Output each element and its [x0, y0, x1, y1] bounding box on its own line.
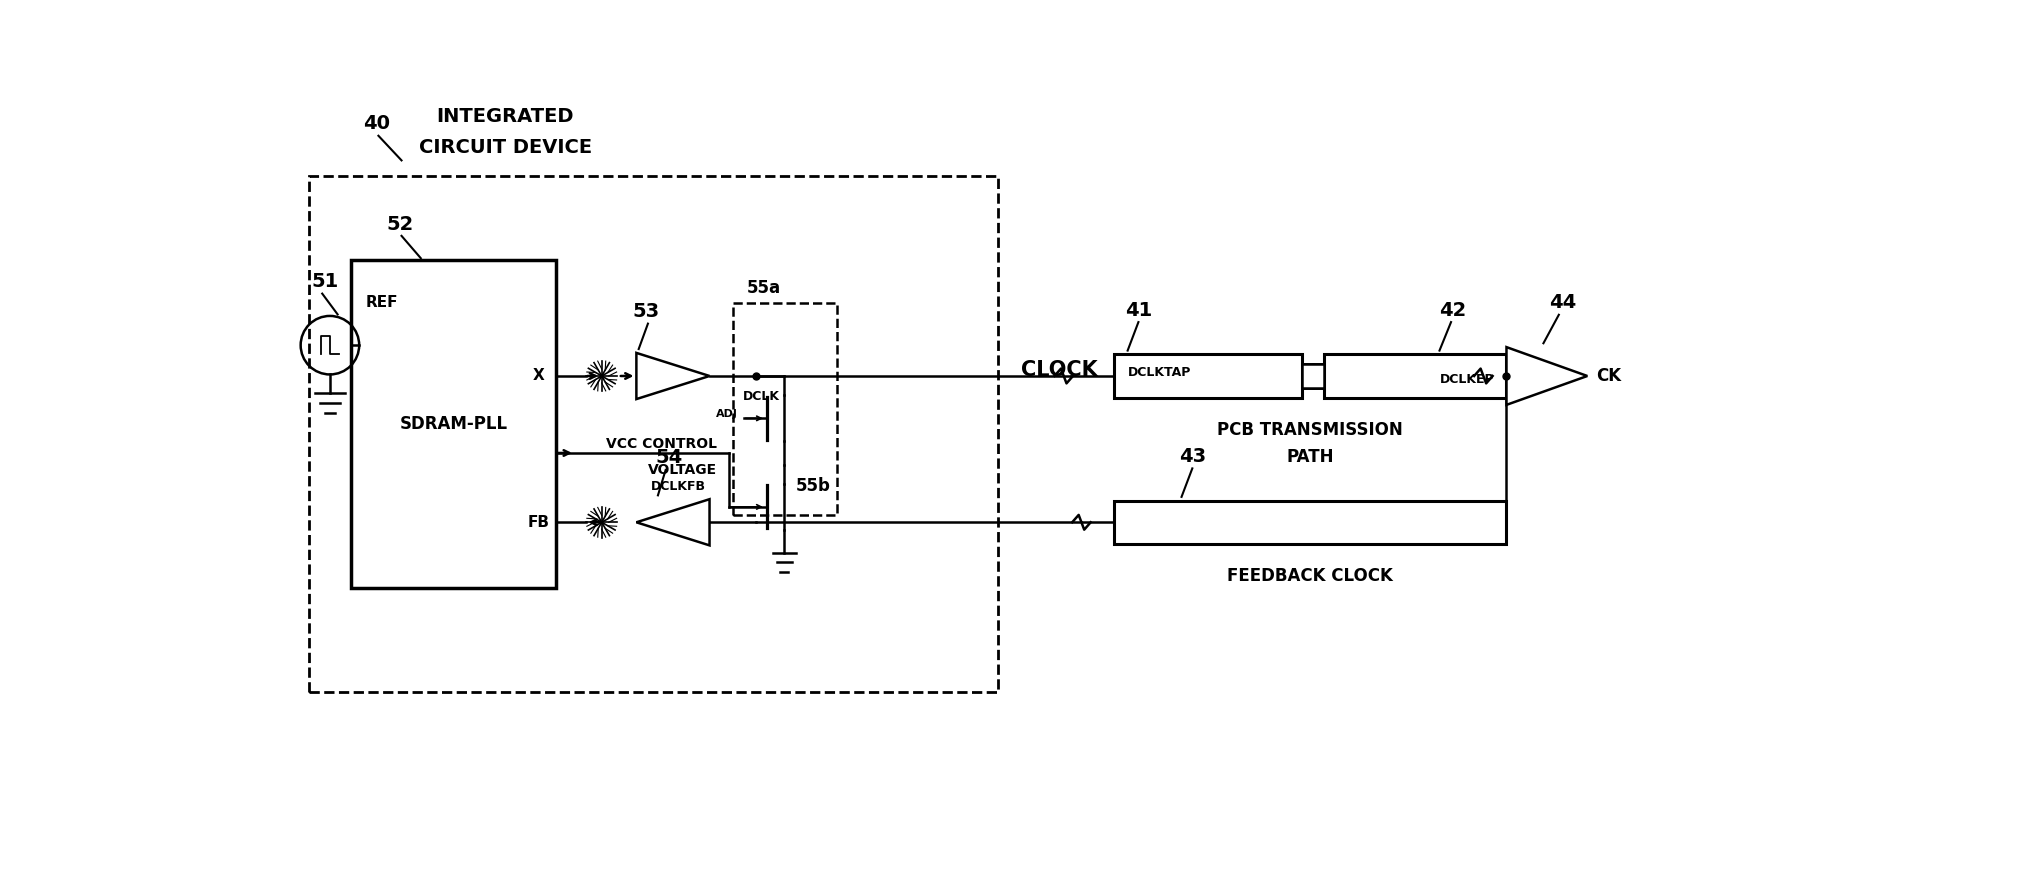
- Text: 53: 53: [632, 301, 660, 321]
- Text: DCLKFB: DCLKFB: [650, 480, 705, 493]
- Polygon shape: [636, 353, 709, 399]
- Text: 51: 51: [311, 272, 339, 292]
- Text: DCLK: DCLK: [742, 390, 780, 403]
- Text: 52: 52: [386, 215, 412, 233]
- Text: 40: 40: [364, 115, 390, 133]
- Bar: [734, 303, 837, 515]
- Text: 55b: 55b: [797, 478, 831, 495]
- Text: CK: CK: [1597, 367, 1622, 385]
- Text: VCC CONTROL: VCC CONTROL: [606, 437, 717, 451]
- Text: 42: 42: [1439, 300, 1467, 320]
- Text: CLOCK: CLOCK: [1022, 359, 1097, 380]
- Text: ADJ: ADJ: [715, 410, 738, 419]
- Text: 54: 54: [656, 448, 683, 467]
- Bar: [1114, 354, 1303, 397]
- Text: INTEGRATED: INTEGRATED: [437, 107, 575, 126]
- Polygon shape: [636, 500, 709, 545]
- Text: DCLKEP: DCLKEP: [1441, 374, 1496, 387]
- Text: SDRAM-PLL: SDRAM-PLL: [400, 415, 508, 433]
- Text: 41: 41: [1126, 300, 1152, 320]
- Text: VOLTAGE: VOLTAGE: [648, 463, 717, 477]
- Text: DCLKTAP: DCLKTAP: [1128, 366, 1191, 379]
- Text: 44: 44: [1548, 293, 1577, 313]
- Text: CIRCUIT DEVICE: CIRCUIT DEVICE: [419, 137, 591, 157]
- Bar: [309, 176, 998, 692]
- Bar: [352, 261, 555, 588]
- Bar: [1303, 364, 1325, 389]
- Text: PCB TRANSMISSION: PCB TRANSMISSION: [1217, 421, 1402, 439]
- Bar: [1114, 500, 1506, 544]
- Bar: [1325, 354, 1506, 397]
- Text: 43: 43: [1179, 447, 1207, 466]
- Polygon shape: [1506, 347, 1587, 405]
- Text: REF: REF: [366, 295, 398, 310]
- Text: PATH: PATH: [1286, 448, 1333, 466]
- Text: FEEDBACK CLOCK: FEEDBACK CLOCK: [1227, 567, 1394, 585]
- Text: 55a: 55a: [746, 278, 780, 297]
- Text: FB: FB: [528, 515, 549, 529]
- Text: X: X: [532, 368, 545, 383]
